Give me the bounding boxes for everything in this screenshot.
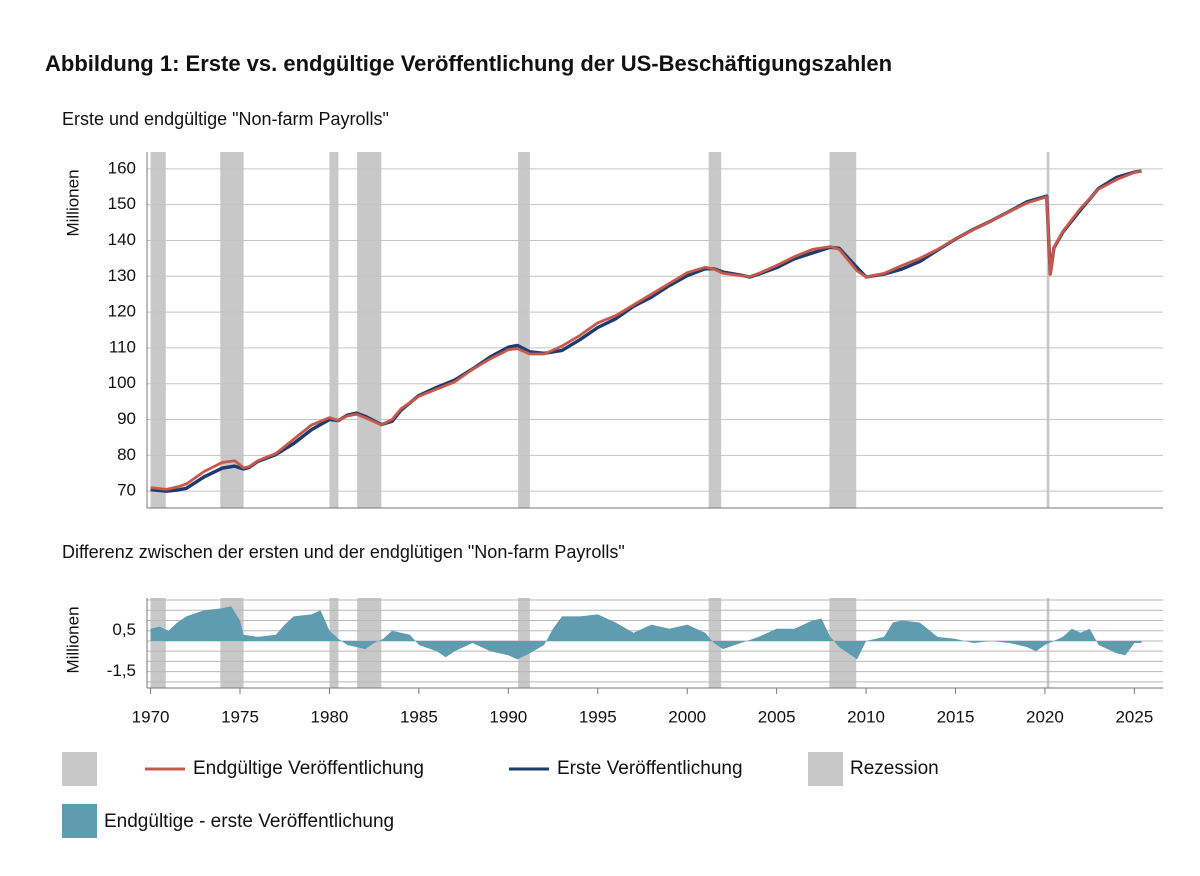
recession-band <box>1046 152 1050 508</box>
figure-title: Abbildung 1: Erste vs. endgültige Veröff… <box>45 51 892 76</box>
chart-subtitle: Erste und endgültige "Non-farm Payrolls" <box>62 109 389 129</box>
recession-band <box>329 598 339 688</box>
x-tick-label: 1995 <box>579 707 617 726</box>
recession-band <box>150 598 166 688</box>
y-tick-label: 130 <box>108 266 136 285</box>
recession-band <box>708 152 722 508</box>
recession-band <box>220 152 244 508</box>
y-axis-label: Millionen <box>63 169 82 236</box>
recession-band <box>518 152 530 508</box>
x-tick-label: 1975 <box>221 707 259 726</box>
legend-swatch <box>62 752 97 786</box>
y-tick-label: 80 <box>117 445 136 464</box>
legend-swatch <box>808 752 843 786</box>
x-tick-label: 2000 <box>668 707 706 726</box>
x-tick-label: 1980 <box>311 707 349 726</box>
plots: 70 80 90 100 110 120 130 140 150 160 0,5 -1,5 1970 19… <box>107 152 1163 726</box>
x-tick-label: 2025 <box>1115 707 1153 726</box>
x-tick-label: 2005 <box>758 707 796 726</box>
series-line <box>150 169 1142 491</box>
recession-band <box>357 152 382 508</box>
legend-label: Rezession <box>850 758 939 779</box>
recession-band <box>150 152 166 508</box>
x-tick-label: 1985 <box>400 707 438 726</box>
series-area <box>150 606 1142 660</box>
y-tick-label: 0,5 <box>112 620 136 639</box>
legend-swatch <box>62 804 97 838</box>
y-tick-label: 160 <box>108 158 136 177</box>
legend-label: Erste Veröffentlichung <box>557 758 743 779</box>
y-tick-label: 110 <box>109 337 136 356</box>
x-tick-label: 2010 <box>847 707 885 726</box>
y-tick-label: -1,5 <box>107 661 136 680</box>
recession-band <box>829 152 857 508</box>
y-tick-label: 90 <box>117 409 136 428</box>
legend-label: Endgültige - erste Veröffentlichung <box>104 811 394 832</box>
y-tick-label: 140 <box>108 230 136 249</box>
recession-band <box>329 152 339 508</box>
x-tick-label: 1990 <box>489 707 527 726</box>
y-tick-label: 120 <box>108 302 136 321</box>
y-tick-label: 70 <box>117 481 136 500</box>
x-tick-label: 2015 <box>937 707 975 726</box>
chart-subtitle: Differenz zwischen der ersten und der en… <box>62 542 625 562</box>
legend-label: Endgültige Veröffentlichung <box>193 758 424 779</box>
y-tick-label: 100 <box>108 373 136 392</box>
y-tick-label: 150 <box>108 194 136 213</box>
x-tick-label: 2020 <box>1026 707 1064 726</box>
y-axis-label: Millionen <box>63 606 82 673</box>
x-tick-label: 1970 <box>132 707 170 726</box>
